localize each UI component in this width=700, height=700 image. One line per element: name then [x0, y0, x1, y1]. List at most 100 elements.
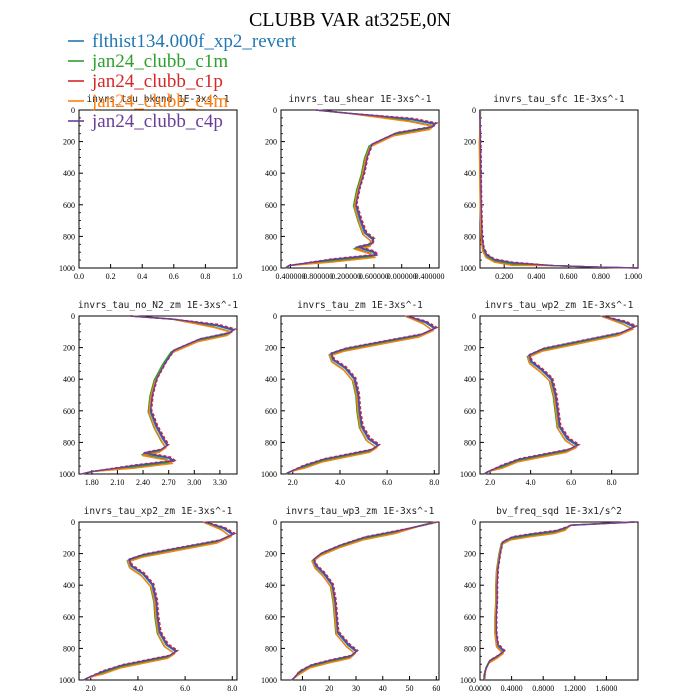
x-tick-label: 0.2 — [106, 272, 116, 281]
series-line — [483, 315, 635, 475]
y-tick-label: 600 — [63, 201, 75, 210]
x-tick-label: 20 — [325, 684, 333, 693]
x-tick-label: 4.0 — [133, 684, 143, 693]
x-tick-label: 2.0 — [288, 478, 298, 487]
panel-frame — [78, 521, 238, 681]
panel-1: invrs_tau_bkgnd 1E-3xs^-1 0 200 400 600 800 10… — [59, 94, 242, 281]
x-tick-label: 6.0 — [566, 478, 576, 487]
x-tick-label: 60 — [432, 684, 440, 693]
series-line — [285, 315, 438, 475]
y-tick-label: 600 — [464, 613, 476, 622]
legend-label: flthist134.000f_xp2_revert — [92, 31, 297, 52]
series-line — [285, 315, 435, 475]
legend-item: jan24_clubb_c4m — [68, 91, 228, 112]
x-tick-label: 2.70 — [162, 478, 176, 487]
x-tick-label: 0.600 — [560, 272, 578, 281]
series-line — [291, 521, 438, 681]
panel-frame — [280, 521, 440, 681]
x-tick-label: 10 — [298, 684, 306, 693]
y-tick-label: 600 — [464, 201, 476, 210]
y-tick-label: 800 — [63, 232, 75, 241]
y-tick-label: 0 — [71, 312, 75, 321]
series-line — [483, 315, 639, 475]
y-tick-label: 600 — [464, 407, 476, 416]
series-line — [291, 521, 435, 681]
x-tick-label: 2.10 — [110, 478, 124, 487]
x-tick-label: 6.0 — [180, 684, 190, 693]
x-tick-label: 0.800 — [592, 272, 610, 281]
x-tick-label: 40 — [379, 684, 387, 693]
legend-item: jan24_clubb_c1p — [68, 71, 223, 92]
y-tick-label: 800 — [63, 644, 75, 653]
series-line — [291, 521, 437, 681]
y-tick-label: 400 — [265, 169, 277, 178]
panels: invrs_tau_bkgnd 1E-3xs^-1020040060080010… — [59, 94, 642, 693]
series-line — [483, 521, 635, 681]
y-tick-label: 400 — [464, 169, 476, 178]
panel-4: invrs_tau_no_N2_zm 1E-3xs^-10 200 400 600 80… — [59, 300, 238, 487]
y-tick-label: 400 — [265, 375, 277, 384]
panel-title: invrs_tau_shear 1E-3xs^-1 — [289, 94, 432, 105]
x-tick-label: 2.40 — [136, 478, 150, 487]
x-tick-label: 2.0 — [485, 478, 495, 487]
legend-item: jan24_clubb_c4p — [68, 111, 223, 132]
series-line — [483, 521, 635, 681]
y-tick-label: 200 — [63, 138, 75, 147]
series-line — [479, 110, 639, 269]
series-line — [478, 109, 638, 269]
x-tick-label: 0.8 — [200, 272, 210, 281]
panel-title: invrs_tau_no_N2_zm 1E-3xs^-1 — [78, 300, 238, 311]
y-tick-label: 800 — [265, 644, 277, 653]
x-tick-label: 0.000000 — [387, 272, 417, 281]
x-tick-label: 30 — [352, 684, 360, 693]
y-tick-label: 1000 — [261, 676, 277, 685]
y-tick-label: 1000 — [59, 676, 75, 685]
legend-label: jan24_clubb_c4p — [91, 111, 223, 132]
panel-title: invrs_tau_sfc 1E-3xs^-1 — [493, 94, 625, 105]
series-line — [479, 109, 639, 269]
series-line — [478, 109, 637, 269]
panel-3: invrs_tau_sfc 1E-3xs^-1 0 200 400 600 800 1000… — [460, 94, 642, 281]
x-tick-label: 0.400 — [527, 272, 545, 281]
y-tick-label: 200 — [63, 550, 75, 559]
x-tick-label: 0.600000 — [359, 272, 389, 281]
x-tick-label: 0.8000 — [532, 684, 554, 693]
x-tick-label: 4.0 — [526, 478, 536, 487]
figure-title: CLUBB VAR at325E,0N — [249, 9, 451, 31]
panel-5: invrs_tau_zm 1E-3xs^-1 0 200 400 600 800 1000 2… — [261, 300, 440, 487]
x-tick-label: 2.0 — [86, 684, 96, 693]
y-tick-label: 1000 — [460, 264, 476, 273]
y-tick-label: 800 — [464, 438, 476, 447]
legend-label: jan24_clubb_c1m — [91, 51, 228, 72]
y-tick-label: 200 — [464, 550, 476, 559]
series-line — [483, 521, 634, 681]
y-tick-label: 1000 — [261, 470, 277, 479]
y-tick-label: 1000 — [59, 264, 75, 273]
legend-label: jan24_clubb_c1p — [91, 71, 223, 92]
y-tick-label: 0 — [273, 106, 277, 115]
x-tick-label: 0.200 — [495, 272, 513, 281]
x-tick-label: 1.000 — [624, 272, 642, 281]
x-tick-label: 0.6 — [169, 272, 179, 281]
y-tick-label: 600 — [265, 201, 277, 210]
x-tick-label: 0.4 — [137, 272, 147, 281]
x-tick-label: 0.0 — [74, 272, 84, 281]
y-tick-label: 400 — [464, 581, 476, 590]
x-tick-label: 4.0 — [335, 478, 345, 487]
x-tick-label: 8.0 — [607, 478, 617, 487]
x-tick-label: 6.0 — [382, 478, 392, 487]
y-tick-label: 800 — [265, 232, 277, 241]
y-tick-label: 600 — [265, 613, 277, 622]
y-tick-label: 200 — [265, 344, 277, 353]
series-line — [285, 109, 438, 269]
x-tick-label: 0.4000 — [501, 684, 523, 693]
legend-item: flthist134.000f_xp2_revert — [68, 31, 297, 52]
x-tick-label: 3.30 — [213, 478, 227, 487]
y-tick-label: 400 — [63, 581, 75, 590]
x-tick-label: 0.800000 — [303, 272, 333, 281]
panel-title: bv_freq_sqd 1E-3x1/s^2 — [496, 506, 622, 517]
y-tick-label: 0 — [71, 106, 75, 115]
panel-2: invrs_tau_shear 1E-3xs^-1 0 200 400 600 800 10… — [261, 94, 445, 281]
y-tick-label: 800 — [265, 438, 277, 447]
